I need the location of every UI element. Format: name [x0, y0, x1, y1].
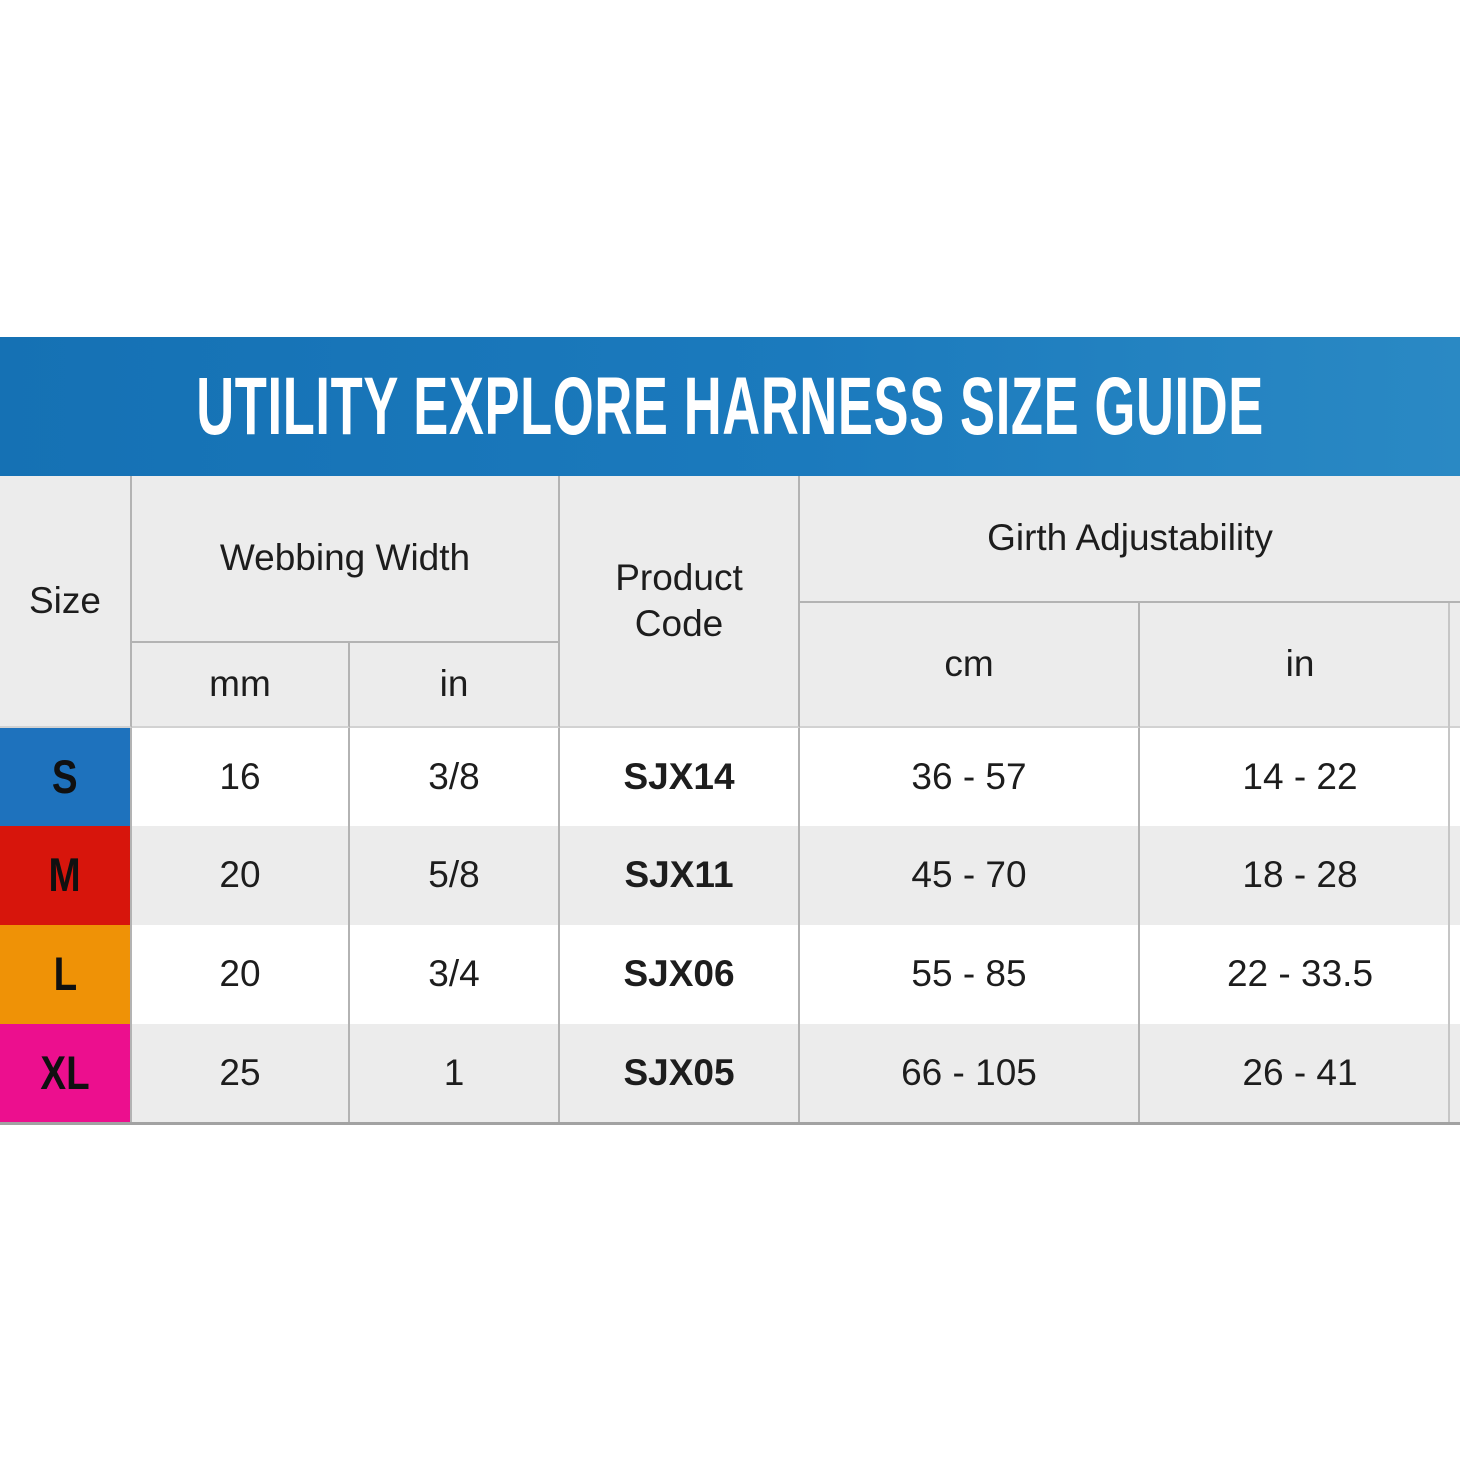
cell-xl-product-code: SJX05 [560, 1024, 800, 1122]
cell-s-product-code: SJX14 [560, 728, 800, 826]
table-bottom-border [0, 1122, 1460, 1125]
cell-l-girth-in: 22 - 33.5 [1140, 925, 1460, 1024]
cell-s-girth-in: 14 - 22 [1140, 728, 1460, 826]
cell-l-girth-cm: 55 - 85 [800, 925, 1140, 1024]
page-title: UTILITY EXPLORE HARNESS SIZE GUIDE [196, 360, 1264, 452]
cell-xl-girth-in: 26 - 41 [1140, 1024, 1460, 1122]
header-cell-webbing-in: in [350, 643, 560, 728]
table-right-divider [1448, 603, 1450, 1122]
size-swatch-s: S [0, 728, 132, 826]
size-swatch-m: M [0, 826, 132, 925]
cell-s-webbing-in: 3/8 [350, 728, 560, 826]
cell-m-girth-in: 18 - 28 [1140, 826, 1460, 925]
title-banner: UTILITY EXPLORE HARNESS SIZE GUIDE [0, 337, 1460, 476]
size-label-xl: XL [40, 1045, 90, 1099]
header-cell-cm: cm [800, 603, 1140, 728]
header-cell-webbing-width: Webbing Width [132, 476, 560, 643]
size-label-l: L [53, 947, 77, 1001]
cell-l-webbing-mm: 20 [132, 925, 350, 1024]
header-cell-product-code: Product Code [560, 476, 800, 728]
cell-m-webbing-in: 5/8 [350, 826, 560, 925]
size-swatch-xl: XL [0, 1024, 132, 1122]
size-swatch-l: L [0, 925, 132, 1024]
header-cell-size: Size [0, 476, 132, 728]
cell-s-webbing-mm: 16 [132, 728, 350, 826]
cell-xl-girth-cm: 66 - 105 [800, 1024, 1140, 1122]
cell-s-girth-cm: 36 - 57 [800, 728, 1140, 826]
cell-m-product-code: SJX11 [560, 826, 800, 925]
cell-m-webbing-mm: 20 [132, 826, 350, 925]
cell-l-product-code: SJX06 [560, 925, 800, 1024]
size-label-s: S [52, 749, 78, 803]
header-cell-mm: mm [132, 643, 350, 728]
size-label-m: M [48, 848, 82, 902]
header-cell-girth-adjustability: Girth Adjustability [800, 476, 1460, 603]
cell-xl-webbing-mm: 25 [132, 1024, 350, 1122]
size-guide-table: Size Webbing Width mm in Product Code Gi… [0, 476, 1460, 1122]
header-cell-girth-in: in [1140, 603, 1460, 728]
cell-l-webbing-in: 3/4 [350, 925, 560, 1024]
cell-xl-webbing-in: 1 [350, 1024, 560, 1122]
cell-m-girth-cm: 45 - 70 [800, 826, 1140, 925]
